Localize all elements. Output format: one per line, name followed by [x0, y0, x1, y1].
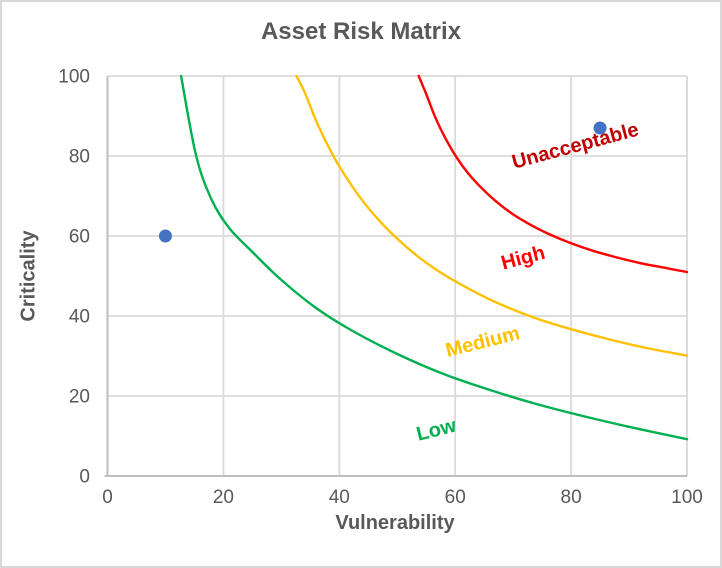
x-tick-label: 100	[671, 487, 703, 508]
x-tick-label: 0	[102, 487, 113, 508]
y-tick-label: 20	[69, 387, 90, 408]
zone-label-unacceptable: Unacceptable	[510, 119, 641, 174]
zone-label-high: High	[499, 242, 548, 275]
x-tick-label: 40	[329, 487, 350, 508]
y-tick-label: 80	[69, 147, 90, 168]
risk-curve-high	[417, 74, 689, 274]
x-tick-label: 80	[561, 487, 582, 508]
y-tick-label: 60	[69, 227, 90, 248]
chart-title: Asset Risk Matrix	[260, 18, 462, 45]
data-point[interactable]	[158, 229, 172, 243]
x-axis-title: Vulnerability	[335, 512, 455, 534]
y-tick-label: 40	[69, 307, 90, 328]
x-tick-label: 20	[213, 487, 234, 508]
risk-curve-medium	[295, 74, 689, 357]
y-axis-title: Criticality	[17, 230, 40, 322]
y-tick-label: 100	[58, 67, 90, 88]
x-tick-label: 60	[445, 487, 466, 508]
risk-curve-low	[179, 74, 689, 441]
data-point[interactable]	[593, 121, 607, 135]
y-tick-label: 0	[79, 467, 90, 488]
zone-label-low: Low	[414, 415, 459, 446]
